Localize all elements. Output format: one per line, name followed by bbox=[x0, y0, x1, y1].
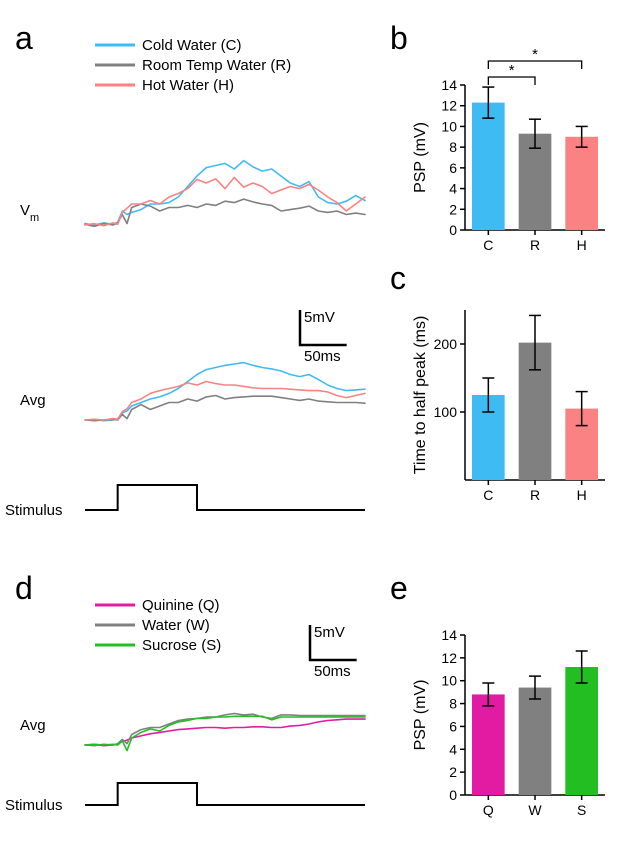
svg-text:0: 0 bbox=[449, 787, 457, 803]
svg-text:Room Temp Water (R): Room Temp Water (R) bbox=[142, 57, 291, 74]
svg-text:Vm: Vm bbox=[20, 202, 39, 224]
svg-text:5mV: 5mV bbox=[314, 624, 345, 641]
svg-text:Avg: Avg bbox=[20, 717, 46, 734]
svg-text:14: 14 bbox=[441, 627, 457, 643]
svg-text:10: 10 bbox=[441, 118, 457, 134]
svg-text:Quinine (Q): Quinine (Q) bbox=[142, 597, 220, 614]
svg-text:Stimulus: Stimulus bbox=[5, 502, 63, 519]
svg-text:H: H bbox=[577, 237, 587, 253]
svg-text:R: R bbox=[530, 487, 540, 503]
svg-text:50ms: 50ms bbox=[304, 348, 341, 365]
svg-text:5mV: 5mV bbox=[304, 309, 335, 326]
svg-text:8: 8 bbox=[449, 139, 457, 155]
svg-text:12: 12 bbox=[441, 98, 457, 114]
svg-text:6: 6 bbox=[449, 718, 457, 734]
panel-b-svg: 0 2 4 6 8 10 12 14 PSP (mV) C R H * * bbox=[400, 40, 620, 250]
svg-text:C: C bbox=[483, 487, 493, 503]
svg-text:PSP (mV): PSP (mV) bbox=[412, 122, 429, 193]
svg-text:Water (W): Water (W) bbox=[142, 617, 210, 634]
svg-text:Cold Water (C): Cold Water (C) bbox=[142, 37, 241, 54]
svg-text:PSP (mV): PSP (mV) bbox=[412, 680, 429, 751]
svg-text:C: C bbox=[483, 237, 493, 253]
svg-text:50ms: 50ms bbox=[314, 663, 351, 680]
svg-text:*: * bbox=[532, 46, 538, 63]
panel-a-svg: Cold Water (C) Room Temp Water (R) Hot Wat… bbox=[0, 0, 395, 570]
svg-text:14: 14 bbox=[441, 77, 457, 93]
svg-text:6: 6 bbox=[449, 160, 457, 176]
svg-text:Hot Water (H): Hot Water (H) bbox=[142, 77, 234, 94]
svg-text:2: 2 bbox=[449, 201, 457, 217]
svg-text:2: 2 bbox=[449, 764, 457, 780]
svg-text:4: 4 bbox=[449, 741, 457, 757]
svg-text:8: 8 bbox=[449, 696, 457, 712]
panel-c-svg: 100 200 Time to half peak (ms) C R H bbox=[400, 280, 620, 500]
svg-text:12: 12 bbox=[441, 650, 457, 666]
svg-text:Q: Q bbox=[483, 802, 494, 818]
svg-text:4: 4 bbox=[449, 181, 457, 197]
svg-text:Avg: Avg bbox=[20, 392, 46, 409]
panel-e-svg: 0 2 4 6 8 10 12 14 PSP (mV) Q W S bbox=[400, 600, 620, 820]
svg-text:Sucrose (S): Sucrose (S) bbox=[142, 637, 221, 654]
svg-text:H: H bbox=[577, 487, 587, 503]
figure-root: a b c d e Cold Water (C)Room Temp Water … bbox=[0, 0, 625, 846]
svg-text:10: 10 bbox=[441, 673, 457, 689]
svg-text:W: W bbox=[528, 802, 542, 818]
svg-text:Stimulus: Stimulus bbox=[5, 797, 63, 814]
svg-text:*: * bbox=[509, 62, 515, 79]
svg-text:R: R bbox=[530, 237, 540, 253]
svg-text:200: 200 bbox=[434, 336, 458, 352]
svg-text:S: S bbox=[577, 802, 586, 818]
svg-text:100: 100 bbox=[434, 404, 458, 420]
svg-text:0: 0 bbox=[449, 222, 457, 238]
panel-d-svg: Quinine (Q) Water (W) Sucrose (S) 5mV 50ms Av… bbox=[0, 580, 395, 845]
svg-text:Time to half peak (ms): Time to half peak (ms) bbox=[412, 316, 429, 475]
